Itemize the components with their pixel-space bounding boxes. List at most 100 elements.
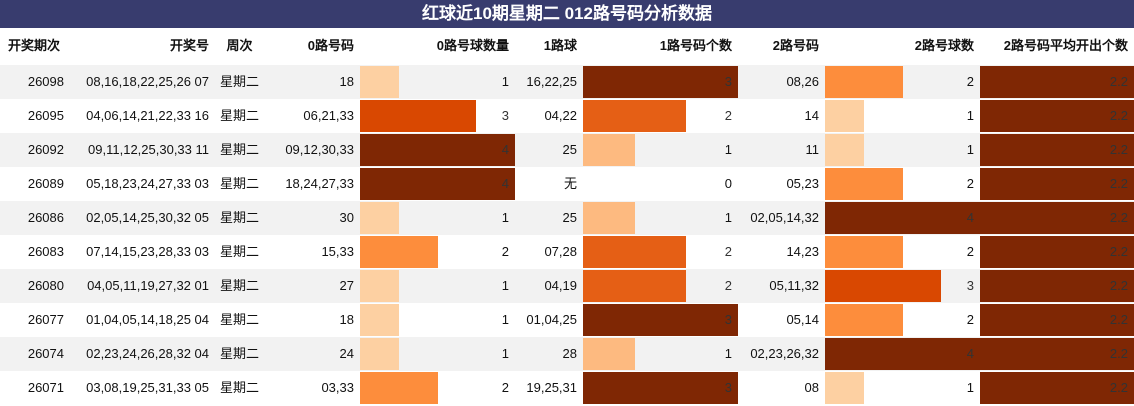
data-bar — [360, 236, 438, 268]
table-cell: 星期二 — [219, 142, 259, 157]
table-cell: 16,22,25 — [526, 74, 577, 89]
table-cell: 星期二 — [219, 210, 259, 225]
table-cell: 1 — [501, 210, 509, 225]
table-cell: 4 — [966, 210, 974, 225]
table-cell: 星期二 — [219, 74, 259, 89]
table-cell: 无 — [563, 176, 577, 191]
table-cell: 2 — [966, 244, 974, 259]
table-cell: 26086 — [27, 210, 64, 225]
column-header: 1路号码个数 — [659, 38, 732, 53]
table-cell: 2 — [966, 176, 974, 191]
column-header: 0路号球数量 — [436, 38, 509, 53]
data-bar — [980, 134, 1134, 166]
table-cell: 3 — [966, 278, 974, 293]
table-cell: 25 — [562, 142, 577, 157]
data-bar — [980, 202, 1134, 234]
table-cell: 星期二 — [219, 244, 259, 259]
table-cell: 1 — [966, 108, 974, 123]
row-background — [0, 167, 1134, 201]
table-cell: 19,25,31 — [526, 380, 577, 395]
table-cell: 2.2 — [1109, 244, 1128, 259]
table-cell: 1 — [966, 142, 974, 157]
data-bar — [360, 338, 399, 370]
data-bar — [825, 66, 903, 98]
table-cell: 2 — [724, 108, 732, 123]
table-cell: 2 — [724, 278, 732, 293]
table-cell: 08,26 — [786, 74, 819, 89]
row-background — [0, 303, 1134, 337]
data-bar — [583, 66, 738, 98]
data-bar — [980, 270, 1134, 302]
data-bar — [360, 270, 399, 302]
row-background — [0, 65, 1134, 99]
data-bar — [980, 236, 1134, 268]
data-bar — [360, 304, 399, 336]
data-bar — [825, 372, 864, 404]
data-bar — [825, 100, 864, 132]
table-cell: 02,23,24,26,28,32 04 — [86, 346, 209, 361]
table-cell: 26089 — [27, 176, 64, 191]
table-cell: 26083 — [27, 244, 64, 259]
table-cell: 05,14 — [786, 312, 819, 327]
table-cell: 26077 — [27, 312, 64, 327]
table-cell: 04,06,14,21,22,33 16 — [86, 108, 209, 123]
table-cell: 2.2 — [1109, 176, 1128, 191]
data-bar — [980, 338, 1134, 370]
table-cell: 14,23 — [786, 244, 819, 259]
data-bar — [825, 134, 864, 166]
table-cell: 26071 — [27, 380, 64, 395]
table-cell: 02,23,26,32 — [750, 346, 819, 361]
table-cell: 2.2 — [1109, 312, 1128, 327]
table-cell: 2.2 — [1109, 346, 1128, 361]
row-background — [0, 371, 1134, 405]
table-cell: 05,11,32 — [769, 278, 819, 293]
table-cell: 30 — [339, 210, 354, 225]
table-cell: 03,33 — [321, 380, 354, 395]
table-cell: 2 — [966, 74, 974, 89]
data-bar — [825, 304, 903, 336]
data-bar — [583, 270, 687, 302]
table-cell: 1 — [501, 74, 509, 89]
column-header: 2路号球数 — [914, 38, 974, 53]
table-cell: 2.2 — [1109, 278, 1128, 293]
data-bar — [583, 202, 635, 234]
column-header: 1路球 — [543, 38, 577, 53]
table-cell: 05,23 — [786, 176, 819, 191]
table-cell: 01,04,05,14,18,25 04 — [86, 312, 209, 327]
table-cell: 1 — [966, 380, 974, 395]
data-bar — [583, 304, 738, 336]
table-cell: 26092 — [27, 142, 64, 157]
data-bar — [360, 372, 438, 404]
data-bar — [583, 338, 635, 370]
table-cell: 02,05,14,25,30,32 05 — [86, 210, 209, 225]
data-bar — [980, 100, 1134, 132]
table-cell: 25 — [562, 210, 577, 225]
data-bar — [583, 372, 738, 404]
table-cell: 3 — [724, 74, 732, 89]
row-background — [0, 99, 1134, 133]
data-bar — [583, 236, 687, 268]
table-cell: 08,16,18,22,25,26 07 — [86, 74, 209, 89]
data-bar — [360, 100, 477, 132]
table-cell: 星期二 — [219, 176, 259, 191]
table-cell: 04,19 — [544, 278, 577, 293]
data-bar — [980, 372, 1134, 404]
data-bar — [980, 168, 1134, 200]
data-bar — [980, 66, 1134, 98]
table-cell: 24 — [339, 346, 354, 361]
table-cell: 18 — [339, 74, 354, 89]
table-cell: 1 — [724, 346, 732, 361]
column-header: 0路号码 — [307, 38, 354, 53]
table-cell: 05,18,23,24,27,33 03 — [86, 176, 209, 191]
table-cell: 27 — [339, 278, 354, 293]
table-cell: 04,22 — [544, 108, 577, 123]
row-background — [0, 133, 1134, 167]
table-cell: 2.2 — [1109, 142, 1128, 157]
table-cell: 星期二 — [219, 278, 259, 293]
table-cell: 09,12,30,33 — [285, 142, 354, 157]
table-cell: 2.2 — [1109, 380, 1128, 395]
table-cell: 4 — [501, 142, 509, 157]
data-bar — [825, 202, 980, 234]
table-cell: 星期二 — [219, 380, 259, 395]
